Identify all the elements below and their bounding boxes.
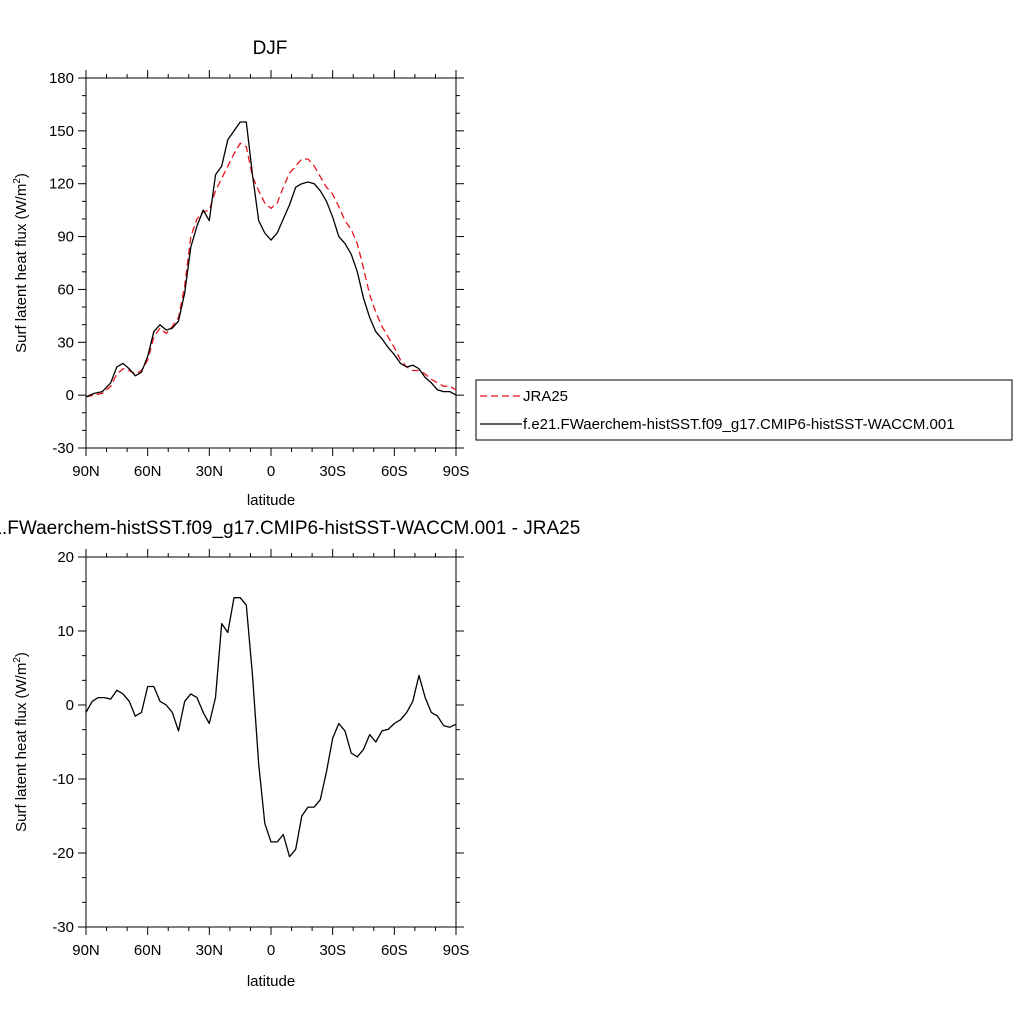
bottom-y-axis-title-main: Surf latent heat flux (W/m: [13, 663, 30, 832]
legend-box: [475, 379, 1013, 441]
top-title: DJF: [253, 38, 288, 59]
top-y-tick-label: 30: [57, 334, 74, 351]
top-y-tick-label: 120: [49, 176, 74, 193]
top-y-axis-title: Surf latent heat flux (W/m2): [12, 173, 30, 353]
top-y-axis-title-sup: 2: [12, 178, 23, 184]
top-y-tick-label: 0: [66, 387, 74, 404]
bottom-x-tick-label: 30N: [196, 942, 224, 959]
top-y-axis-title-close: ): [13, 173, 30, 178]
top-x-tick-label: 0: [267, 463, 275, 480]
bottom-series: [85, 597, 457, 858]
bottom-y-tick-label: -30: [52, 919, 74, 936]
bottom-y-axis-title-sup: 2: [12, 657, 23, 663]
top-series-line-1: [85, 121, 457, 398]
top-x-tick-label: 90S: [443, 463, 470, 480]
top-plot-frame: [85, 77, 457, 449]
top-x-tick-label: 30S: [319, 463, 346, 480]
top-x-tick-label: 90N: [72, 463, 100, 480]
top-x-tick-label: 60N: [134, 463, 162, 480]
bottom-y-tick-label: 20: [57, 549, 74, 566]
top-y-tick-label: -30: [52, 440, 74, 457]
top-y-tick-label: 150: [49, 123, 74, 140]
bottom-series-line-0: [85, 597, 457, 858]
top-ticks: -30 0 30 60 90 120 150 180 90N 60N 30N 0 30S 60S 90S: [49, 70, 469, 480]
bottom-x-tick-label: 60N: [134, 942, 162, 959]
top-series-line-0: [85, 142, 457, 398]
bottom-y-axis-title-close: ): [13, 652, 30, 657]
bottom-x-tick-label: 90S: [443, 942, 470, 959]
top-y-tick-label: 60: [57, 281, 74, 298]
top-y-tick-label: 90: [57, 229, 74, 246]
top-y-tick-label: 180: [49, 70, 74, 87]
bottom-plot-frame: [85, 556, 457, 928]
top-y-axis-title-main: Surf latent heat flux (W/m: [13, 184, 30, 353]
bottom-x-tick-label: 0: [267, 942, 275, 959]
bottom-x-tick-label: 60S: [381, 942, 408, 959]
top-x-axis-title: latitude: [247, 492, 295, 509]
bottom-x-tick-label: 30S: [319, 942, 346, 959]
bottom-x-tick-label: 90N: [72, 942, 100, 959]
legend: JRA25 f.e21.FWaerchem-histSST.f09_g17.CM…: [475, 379, 1013, 441]
bottom-y-tick-label: 10: [57, 623, 74, 640]
legend-label-model: f.e21.FWaerchem-histSST.f09_g17.CMIP6-hi…: [523, 416, 955, 433]
top-x-tick-label: 60S: [381, 463, 408, 480]
bottom-ticks: -30 -20 -10 0 10 20 90N 60N 30N 0 30S 60S 90S: [52, 549, 469, 959]
bottom-panel: f.e21.FWaerchem-histSST.f09_g17.CMIP6-hi…: [0, 518, 580, 990]
bottom-y-tick-label: 0: [66, 697, 74, 714]
top-series: [85, 121, 457, 398]
bottom-title: f.e21.FWaerchem-histSST.f09_g17.CMIP6-hi…: [0, 518, 580, 539]
top-panel: DJF -30 0 30 60 90 120 150 180 90N 60N 30N 0 30S 60S 9…: [12, 38, 1013, 509]
bottom-x-axis-title: latitude: [247, 973, 295, 990]
legend-label-jra25: JRA25: [523, 388, 568, 405]
top-x-tick-label: 30N: [196, 463, 224, 480]
bottom-y-tick-label: -20: [52, 845, 74, 862]
bottom-y-tick-label: -10: [52, 771, 74, 788]
bottom-y-axis-title: Surf latent heat flux (W/m2): [12, 652, 30, 832]
